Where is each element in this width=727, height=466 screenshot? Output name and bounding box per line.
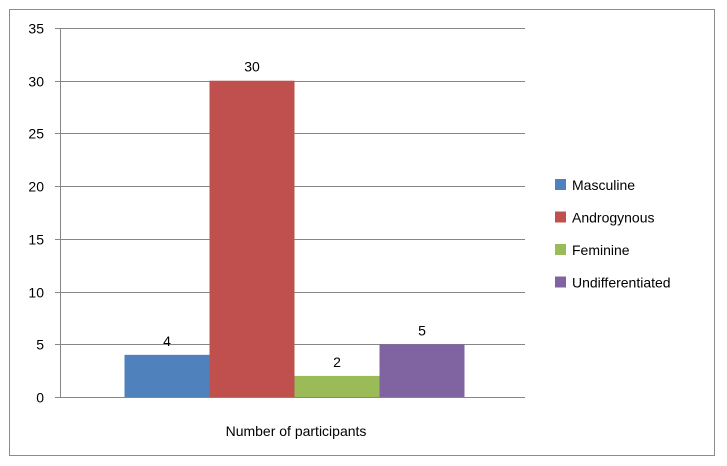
data-label-feminine: 2: [333, 354, 341, 370]
y-tick-label: 15: [28, 232, 44, 248]
bar-masculine: [124, 354, 210, 397]
legend-swatch-androgynous: [555, 211, 566, 223]
legend: Masculine Androgynous Feminine Undifferenti…: [555, 177, 671, 291]
x-axis-title: Number of participants: [226, 423, 367, 439]
legend-label-feminine: Feminine: [572, 242, 630, 258]
data-label-masculine: 4: [163, 333, 171, 349]
bars: [124, 80, 465, 397]
data-labels: 4 30 2 5: [163, 59, 426, 370]
bar-undifferentiated: [379, 344, 465, 397]
y-tick-label: 25: [28, 126, 44, 142]
legend-swatch-masculine: [555, 179, 566, 190]
y-tick-label: 30: [28, 74, 44, 90]
data-label-androgynous: 30: [244, 59, 260, 75]
y-tick-label: 35: [28, 21, 44, 37]
legend-label-undifferentiated: Undifferentiated: [572, 275, 671, 291]
data-label-undifferentiated: 5: [418, 322, 426, 338]
y-tick-label: 10: [28, 285, 44, 301]
bar-androgynous: [209, 80, 295, 397]
legend-label-masculine: Masculine: [572, 177, 635, 193]
legend-swatch-undifferentiated: [555, 276, 566, 288]
bar-feminine: [294, 375, 380, 397]
y-tick-label: 20: [28, 179, 44, 195]
y-axis-ticks: 0 5 10 15 20 25 30 35: [28, 21, 44, 406]
legend-label-androgynous: Androgynous: [572, 210, 655, 226]
y-tick-label: 5: [36, 337, 44, 353]
y-tick-label: 0: [36, 390, 44, 406]
legend-swatch-feminine: [555, 244, 566, 255]
